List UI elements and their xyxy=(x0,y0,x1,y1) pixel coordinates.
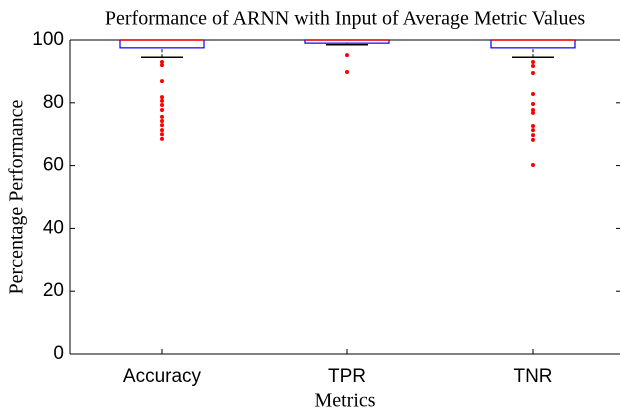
outlier xyxy=(160,119,164,124)
outlier xyxy=(160,123,164,128)
outlier xyxy=(531,133,535,138)
outlier xyxy=(160,136,164,141)
y-tick-label: 100 xyxy=(32,29,64,50)
outlier xyxy=(531,137,535,142)
outlier xyxy=(531,128,535,133)
outlier xyxy=(160,114,164,119)
x-axis-label: Metrics xyxy=(314,390,375,412)
x-tick-label: Accuracy xyxy=(123,366,202,387)
outlier xyxy=(531,64,535,69)
y-axis-label: Percentage Performance xyxy=(6,99,28,294)
outlier xyxy=(160,63,164,68)
outlier xyxy=(531,124,535,129)
outlier xyxy=(531,162,535,167)
outlier xyxy=(160,95,164,100)
outlier xyxy=(345,53,349,58)
box xyxy=(119,39,205,49)
outlier xyxy=(531,59,535,64)
y-tick-label: 40 xyxy=(43,217,64,238)
outlier xyxy=(160,102,164,107)
outlier xyxy=(531,70,535,75)
outlier xyxy=(160,79,164,84)
outlier xyxy=(160,132,164,137)
y-tick-label: 0 xyxy=(53,343,64,364)
outlier xyxy=(160,128,164,133)
x-tick-label: TNR xyxy=(513,366,552,387)
x-tick-label: TPR xyxy=(328,366,366,387)
outlier xyxy=(531,92,535,97)
y-tick-label: 60 xyxy=(43,155,64,176)
outlier xyxy=(160,59,164,64)
y-tick-label: 20 xyxy=(43,280,64,301)
box xyxy=(490,39,576,49)
y-tick-label: 80 xyxy=(43,92,64,113)
outlier xyxy=(531,108,535,113)
outlier xyxy=(345,70,349,75)
outlier xyxy=(531,102,535,107)
outlier xyxy=(160,108,164,113)
chart-title: Performance of ARNN with Input of Averag… xyxy=(105,8,585,30)
outlier xyxy=(531,110,535,115)
outlier xyxy=(160,98,164,103)
